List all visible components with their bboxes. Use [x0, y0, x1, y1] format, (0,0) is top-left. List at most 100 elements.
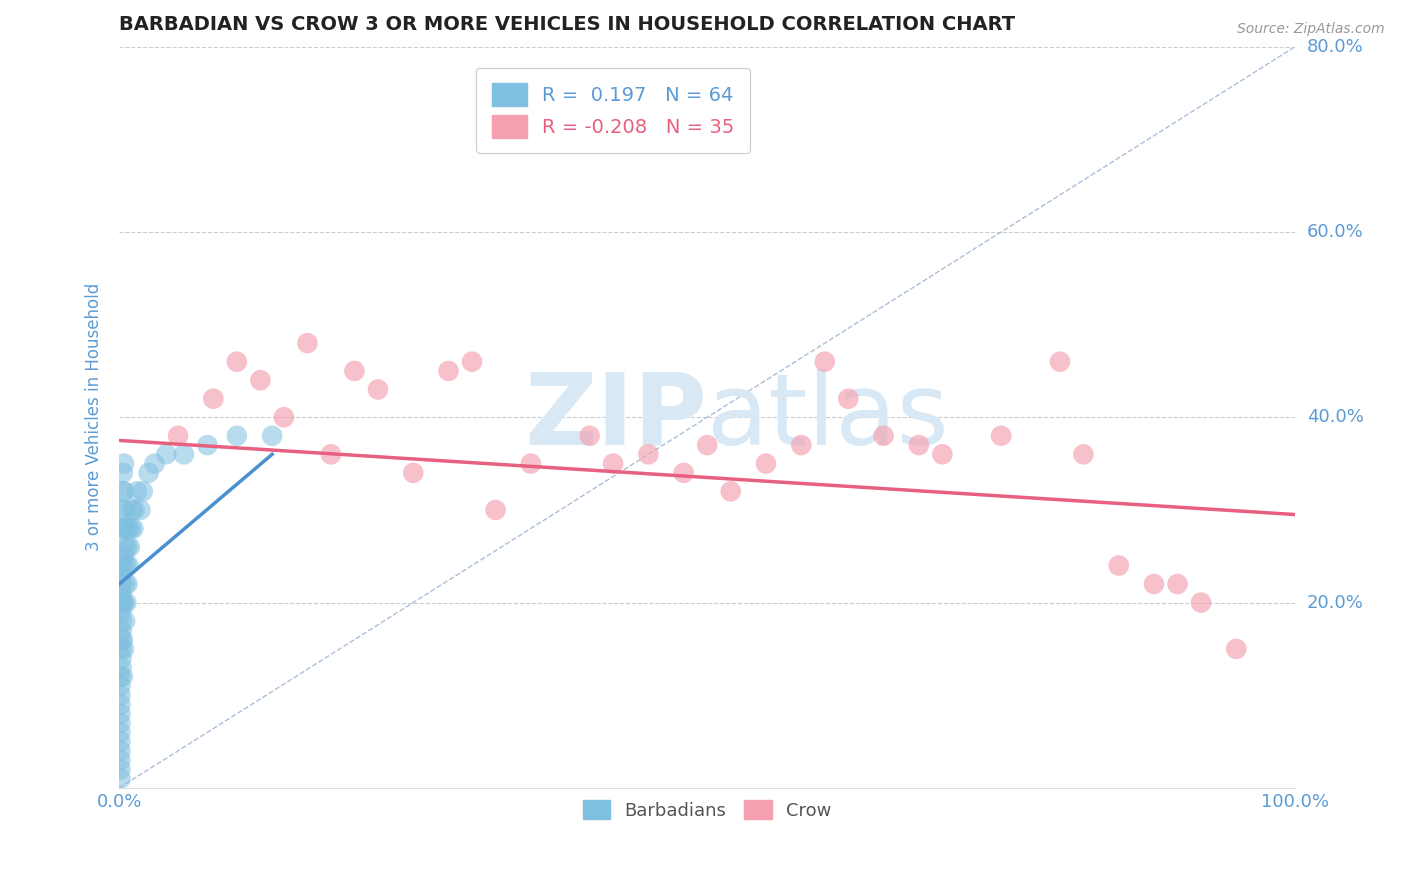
Point [111, 596, 134, 610]
Point [110, 706, 132, 721]
Point [111, 596, 134, 610]
Point [461, 354, 484, 368]
Point [111, 567, 134, 582]
Point [578, 429, 600, 443]
Point [110, 772, 132, 786]
Point [112, 484, 135, 499]
Point [110, 679, 132, 693]
Point [110, 698, 132, 712]
Point [111, 660, 134, 674]
Y-axis label: 3 or more Vehicles in Household: 3 or more Vehicles in Household [86, 283, 103, 551]
Point [112, 549, 135, 564]
Point [124, 503, 146, 517]
Point [297, 336, 319, 351]
Point [115, 596, 138, 610]
Point [114, 540, 136, 554]
Point [112, 641, 135, 656]
Point [872, 429, 894, 443]
Point [111, 670, 134, 684]
Point [249, 373, 271, 387]
Point [1225, 641, 1247, 656]
Point [118, 540, 141, 554]
Point [931, 447, 953, 461]
Point [110, 716, 132, 731]
Point [110, 744, 132, 758]
Point [112, 596, 135, 610]
Point [120, 521, 142, 535]
Point [111, 624, 134, 638]
Point [1073, 447, 1095, 461]
Point [262, 429, 284, 443]
Point [129, 503, 152, 517]
Text: Source: ZipAtlas.com: Source: ZipAtlas.com [1237, 22, 1385, 37]
Point [111, 521, 134, 535]
Point [437, 364, 460, 378]
Text: 20.0%: 20.0% [1306, 593, 1364, 612]
Point [111, 614, 134, 628]
Point [114, 614, 136, 628]
Point [602, 457, 624, 471]
Point [115, 558, 138, 573]
Text: ZIP: ZIP [524, 368, 707, 466]
Point [111, 503, 134, 517]
Point [484, 503, 506, 517]
Point [110, 734, 132, 748]
Point [1049, 354, 1071, 368]
Point [110, 725, 132, 739]
Point [111, 641, 134, 656]
Point [167, 429, 190, 443]
Point [112, 457, 135, 471]
Point [118, 558, 141, 573]
Point [132, 484, 155, 499]
Point [111, 651, 134, 665]
Point [637, 447, 659, 461]
Point [111, 605, 134, 619]
Text: 40.0%: 40.0% [1306, 409, 1364, 426]
Point [520, 457, 543, 471]
Point [755, 457, 778, 471]
Point [837, 392, 859, 406]
Point [155, 447, 177, 461]
Point [111, 632, 134, 647]
Point [908, 438, 931, 452]
Point [696, 438, 718, 452]
Point [117, 540, 139, 554]
Text: BARBADIAN VS CROW 3 OR MORE VEHICLES IN HOUSEHOLD CORRELATION CHART: BARBADIAN VS CROW 3 OR MORE VEHICLES IN … [120, 15, 1015, 34]
Point [110, 688, 132, 702]
Point [121, 503, 143, 517]
Point [319, 447, 342, 461]
Point [114, 503, 136, 517]
Point [225, 429, 247, 443]
Point [138, 466, 160, 480]
Point [990, 429, 1012, 443]
Point [1143, 577, 1166, 591]
Point [202, 392, 225, 406]
Text: 60.0%: 60.0% [1306, 223, 1364, 241]
Point [343, 364, 366, 378]
Point [1189, 596, 1212, 610]
Point [115, 521, 138, 535]
Point [273, 410, 295, 425]
Point [402, 466, 425, 480]
Point [111, 577, 134, 591]
Point [111, 484, 134, 499]
Point [122, 521, 145, 535]
Point [110, 670, 132, 684]
Point [111, 558, 134, 573]
Point [1108, 558, 1130, 573]
Point [111, 466, 134, 480]
Point [111, 558, 134, 573]
Legend: Barbadians, Crow: Barbadians, Crow [576, 793, 838, 827]
Point [114, 577, 136, 591]
Point [143, 457, 166, 471]
Point [814, 354, 837, 368]
Point [111, 632, 134, 647]
Point [197, 438, 219, 452]
Point [173, 447, 195, 461]
Point [672, 466, 695, 480]
Point [110, 753, 132, 767]
Point [110, 762, 132, 776]
Point [367, 383, 389, 397]
Point [118, 521, 141, 535]
Point [111, 586, 134, 600]
